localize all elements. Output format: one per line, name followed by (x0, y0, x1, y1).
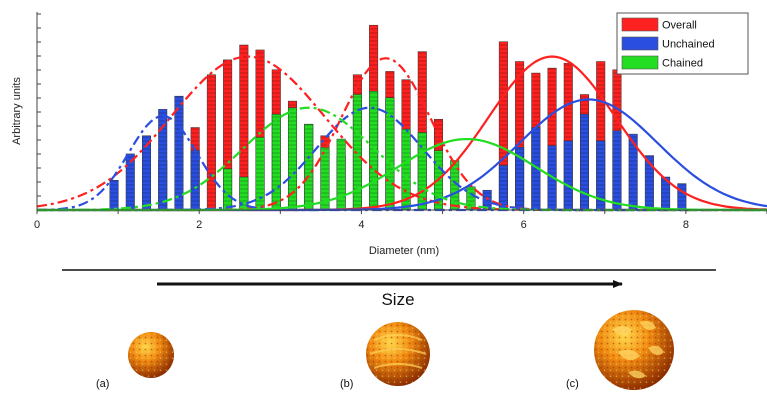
panel-c: (c) (566, 310, 674, 390)
particle-blobs-c (612, 320, 664, 379)
chained-bar-10-hatch (385, 97, 395, 210)
unchained-bar-19-hatch (661, 177, 670, 210)
legend-swatch-chained (621, 55, 659, 70)
particle-stripes-b (369, 334, 427, 369)
chained-bar-9-hatch (369, 91, 378, 210)
chained-bar-7-hatch (336, 139, 346, 210)
unchained-bar-8-hatch (482, 190, 492, 210)
x-tick-label-3: 6 (521, 219, 527, 231)
overall-bar-17-hatch (499, 41, 508, 211)
unchained-bar-18-hatch (645, 155, 654, 210)
unchained-bar-20-hatch (677, 183, 687, 210)
chained-bar-5-hatch (304, 124, 313, 210)
particle-texture-b (366, 322, 430, 386)
chained-bar-8-hatch (353, 94, 362, 210)
particle-panels: (a) (b) (c) (96, 310, 674, 390)
legend-label-chained: Chained (662, 58, 703, 70)
chained-bar-6-hatch (320, 147, 330, 210)
overall-bar-3-hatch (223, 59, 232, 210)
x-tick-label-1: 2 (196, 219, 202, 231)
size-annotation: Size (62, 269, 716, 309)
x-tick-label-4: 8 (683, 219, 689, 231)
unchained-bar-13-hatch (564, 140, 573, 210)
unchained-bar-1-hatch (126, 153, 135, 210)
legend-swatch-unchained (621, 36, 659, 51)
chained-bar-0-hatch (223, 168, 232, 210)
legend-label-overall: Overall (662, 20, 697, 32)
panel-b: (b) (340, 322, 430, 390)
particle-texture-a (128, 332, 174, 378)
unchained-bar-9-hatch (499, 165, 508, 210)
y-ticks (37, 13, 41, 211)
chained-bar-3-hatch (272, 114, 281, 210)
legend-label-unchained: Unchained (662, 39, 715, 51)
chained-bar-2-hatch (255, 137, 265, 210)
chained-bar-1-hatch (239, 177, 249, 210)
overall-bar-2-hatch (207, 74, 216, 210)
unchained-bar-15-hatch (596, 140, 605, 210)
x-tick-label-0: 0 (34, 219, 40, 231)
unchained-bar-2-hatch (142, 135, 151, 210)
overall-bar-21-hatch (564, 63, 573, 211)
chained-bar-11-hatch (401, 129, 411, 210)
x-ticks: 0 2 4 6 8 (34, 210, 767, 231)
legend: Overall Unchained Chained (616, 12, 749, 75)
chained-bar-12-hatch (418, 132, 427, 210)
overall-bar-20-hatch (547, 68, 557, 210)
panel-label-a: (a) (96, 378, 109, 390)
x-tick-label-2: 4 (358, 219, 364, 231)
unchained-bar-11-hatch (531, 127, 541, 210)
plot-area: 0 2 4 6 8 Diameter (nm) Arbitrary units (11, 12, 767, 257)
chained-bar-4-hatch (288, 107, 297, 210)
unchained-bar-17-hatch (628, 134, 638, 210)
panel-a: (a) (96, 332, 174, 390)
y-axis-title: Arbitrary units (11, 77, 23, 145)
unchained-bar-16-hatch (612, 130, 622, 210)
overall-bar-15-hatch (418, 51, 427, 210)
overall-bar-18-hatch (515, 61, 524, 210)
unchained-bar-10-hatch (515, 147, 524, 210)
overall-bar-23-hatch (596, 61, 605, 210)
panel-label-b: (b) (340, 378, 353, 390)
unchained-bar-14-hatch (580, 114, 589, 210)
bars-layer (109, 24, 687, 211)
unchained-bar-3-hatch (158, 109, 167, 210)
panel-label-c: (c) (566, 378, 579, 390)
x-axis-title: Diameter (nm) (369, 245, 439, 257)
overall-bar-5-hatch (255, 49, 265, 211)
chained-bar-15-hatch (466, 186, 476, 210)
unchained-bar-4-hatch (174, 96, 184, 210)
chained-bar-14-hatch (450, 160, 459, 210)
size-label: Size (381, 290, 414, 309)
unchained-bar-0-hatch (109, 180, 119, 210)
overall-bar-4-hatch (239, 45, 249, 210)
legend-swatch-overall (621, 17, 659, 32)
unchained-bar-5-hatch (190, 150, 200, 210)
